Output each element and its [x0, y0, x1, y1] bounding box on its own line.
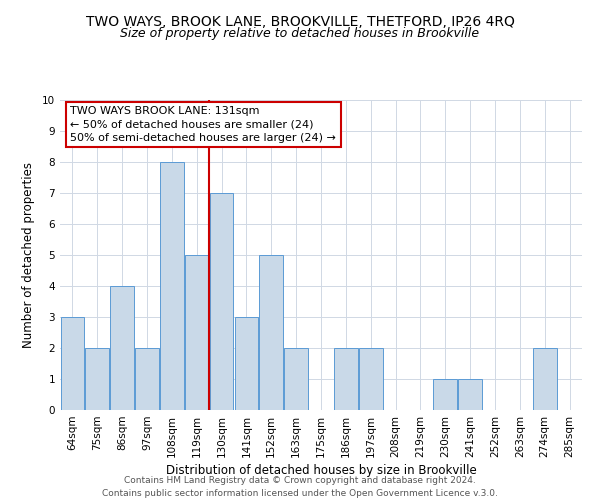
Bar: [284, 348, 308, 410]
Bar: [110, 286, 134, 410]
Bar: [458, 379, 482, 410]
Bar: [259, 255, 283, 410]
Bar: [185, 255, 209, 410]
Text: Size of property relative to detached houses in Brookville: Size of property relative to detached ho…: [121, 28, 479, 40]
Bar: [533, 348, 557, 410]
Bar: [135, 348, 159, 410]
Bar: [160, 162, 184, 410]
Bar: [61, 317, 84, 410]
Y-axis label: Number of detached properties: Number of detached properties: [22, 162, 35, 348]
X-axis label: Distribution of detached houses by size in Brookville: Distribution of detached houses by size …: [166, 464, 476, 477]
Bar: [359, 348, 383, 410]
Text: TWO WAYS, BROOK LANE, BROOKVILLE, THETFORD, IP26 4RQ: TWO WAYS, BROOK LANE, BROOKVILLE, THETFO…: [86, 15, 514, 29]
Text: Contains HM Land Registry data © Crown copyright and database right 2024.
Contai: Contains HM Land Registry data © Crown c…: [102, 476, 498, 498]
Bar: [210, 193, 233, 410]
Bar: [334, 348, 358, 410]
Bar: [433, 379, 457, 410]
Text: TWO WAYS BROOK LANE: 131sqm
← 50% of detached houses are smaller (24)
50% of sem: TWO WAYS BROOK LANE: 131sqm ← 50% of det…: [70, 106, 337, 142]
Bar: [85, 348, 109, 410]
Bar: [235, 317, 258, 410]
